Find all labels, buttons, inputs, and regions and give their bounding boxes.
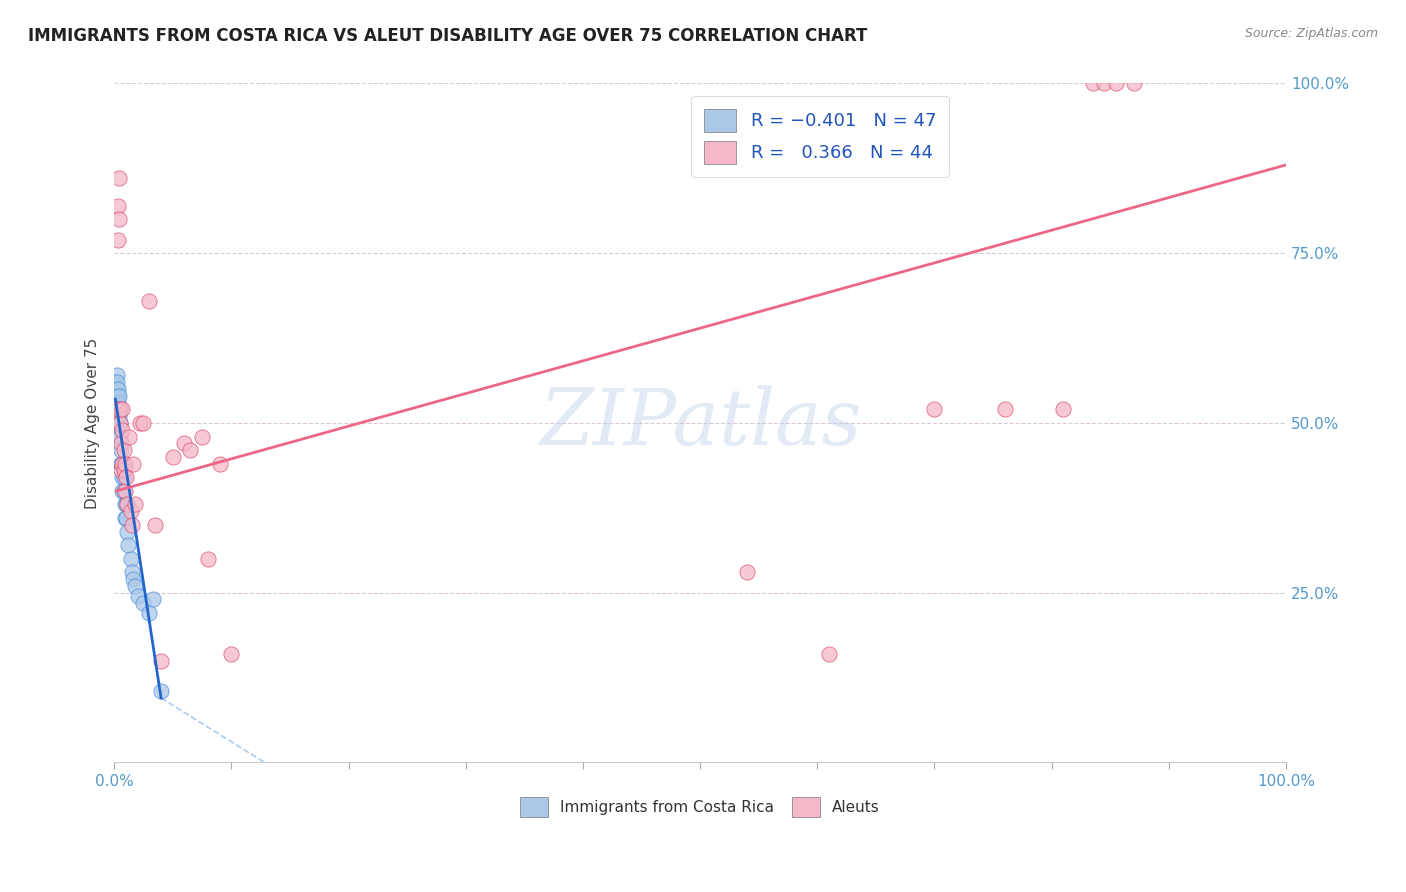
Point [121, 566, 143, 580]
Point [112, 483, 135, 498]
Point [107, 233, 129, 247]
Point [108, 429, 131, 443]
Point [112, 463, 135, 477]
Point [114, 511, 136, 525]
Point [122, 457, 145, 471]
Point [108, 416, 131, 430]
Point [121, 517, 143, 532]
Point [105, 395, 128, 409]
Point [108, 409, 131, 424]
Point [105, 402, 128, 417]
Point [105, 409, 128, 424]
Point [111, 470, 134, 484]
Point [124, 579, 146, 593]
Point [818, 647, 841, 661]
Point [111, 402, 134, 417]
Point [108, 402, 131, 417]
Point [132, 596, 155, 610]
Point [114, 457, 136, 471]
Point [108, 402, 131, 417]
Text: Source: ZipAtlas.com: Source: ZipAtlas.com [1244, 27, 1378, 40]
Point [110, 463, 132, 477]
Point [105, 389, 128, 403]
Point [115, 497, 138, 511]
Point [108, 416, 131, 430]
Point [994, 402, 1017, 417]
Point [197, 551, 219, 566]
Point [108, 389, 131, 403]
Point [162, 450, 184, 464]
Point [107, 389, 129, 403]
Point [104, 375, 127, 389]
Point [118, 429, 141, 443]
Point [108, 212, 131, 227]
Point [110, 457, 132, 471]
Point [107, 402, 129, 417]
Point [114, 483, 136, 498]
Point [108, 171, 131, 186]
Point [1122, 77, 1144, 91]
Point [115, 470, 138, 484]
Point [1105, 77, 1128, 91]
Point [138, 293, 160, 308]
Point [124, 497, 146, 511]
Point [122, 572, 145, 586]
Point [104, 416, 127, 430]
Point [107, 416, 129, 430]
Point [120, 504, 142, 518]
Point [127, 589, 149, 603]
Point [107, 409, 129, 424]
Point [112, 470, 135, 484]
Point [108, 429, 131, 443]
Point [735, 566, 758, 580]
Point [1081, 77, 1104, 91]
Point [111, 483, 134, 498]
Point [105, 375, 128, 389]
Legend: Immigrants from Costa Rica, Aleuts: Immigrants from Costa Rica, Aleuts [515, 791, 886, 822]
Point [924, 402, 946, 417]
Point [138, 606, 160, 620]
Point [132, 416, 155, 430]
Point [108, 402, 131, 417]
Point [142, 592, 165, 607]
Point [173, 436, 195, 450]
Point [221, 647, 243, 661]
Point [111, 423, 134, 437]
Point [114, 497, 136, 511]
Point [112, 443, 135, 458]
Point [117, 538, 139, 552]
Point [104, 389, 127, 403]
Point [107, 395, 129, 409]
Point [111, 457, 134, 471]
Point [110, 436, 132, 450]
Point [105, 382, 128, 396]
Point [107, 199, 129, 213]
Text: ZIPatlas: ZIPatlas [538, 384, 862, 461]
Point [111, 457, 134, 471]
Point [110, 443, 132, 458]
Point [191, 429, 214, 443]
Point [150, 684, 173, 698]
Point [107, 382, 129, 396]
Y-axis label: Disability Age Over 75: Disability Age Over 75 [86, 337, 100, 508]
Point [108, 416, 131, 430]
Point [105, 368, 128, 383]
Point [1092, 77, 1115, 91]
Point [110, 457, 132, 471]
Point [208, 457, 231, 471]
Point [179, 443, 201, 458]
Text: IMMIGRANTS FROM COSTA RICA VS ALEUT DISABILITY AGE OVER 75 CORRELATION CHART: IMMIGRANTS FROM COSTA RICA VS ALEUT DISA… [28, 27, 868, 45]
Point [104, 402, 127, 417]
Point [115, 524, 138, 539]
Point [143, 517, 166, 532]
Point [120, 551, 142, 566]
Point [115, 511, 138, 525]
Point [129, 416, 152, 430]
Point [150, 654, 173, 668]
Point [1052, 402, 1074, 417]
Point [115, 497, 138, 511]
